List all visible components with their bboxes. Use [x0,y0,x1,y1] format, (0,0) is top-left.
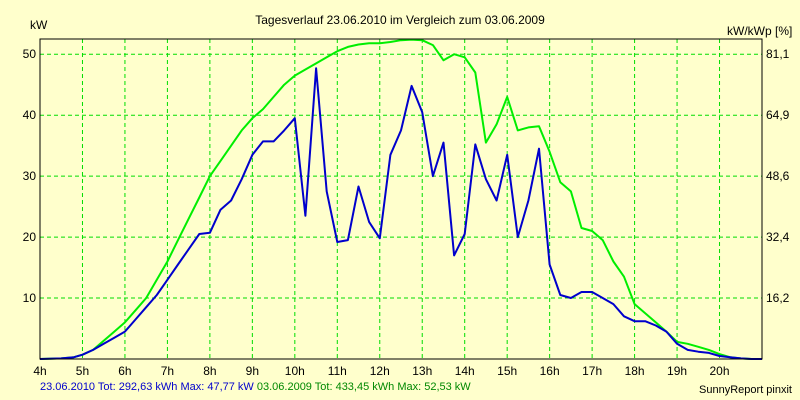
x-tick-label: 5h [76,364,89,378]
x-tick-label: 14h [455,364,475,378]
x-tick-label: 13h [412,364,432,378]
y-left-tick-label: 20 [23,230,37,244]
series-lines [39,38,762,360]
y-right-tick-label: 81,1 [766,47,790,61]
y-left-tick-label: 40 [23,108,37,122]
x-tick-label: 18h [625,364,645,378]
footer-source: SunnyReport pinxit [699,384,792,396]
y-right-tick-label: 48,6 [766,169,790,183]
y-left-tick-label: 10 [23,291,37,305]
plot-background [40,39,762,359]
x-tick-label: 6h [118,364,131,378]
y-left-label: kW [30,18,48,32]
x-tick-label: 7h [161,364,174,378]
y-right-label: kW/kWp [%] [727,24,792,38]
x-tick-label: 17h [582,364,602,378]
x-tick-label: 4h [33,364,46,378]
x-tick-label: 16h [540,364,560,378]
grid-lines [40,39,762,359]
tick-labels: 4h 5h 6h 7h 8h 9h 10h 11h 12h 13h 14h 15h 16h 17h 18h 1… [23,47,790,378]
x-tick-label: 10h [285,364,305,378]
x-tick-label: 8h [203,364,216,378]
x-tick-label: 15h [497,364,517,378]
x-tick-label: 11h [328,364,347,378]
y-left-tick-label: 50 [23,47,37,61]
y-right-tick-label: 64,9 [766,108,790,122]
series-line-23.06.2010 [39,67,762,360]
y-left-tick-label: 30 [23,169,37,183]
footer-series1-text: 23.06.2010 Tot: 292,63 kWh Max: 47,77 kW [40,381,254,393]
footer-series2-text: 03.06.2009 Tot: 433,45 kWh Max: 52,53 kW [256,381,471,393]
y-right-tick-label: 16,2 [766,291,790,305]
x-tick-label: 12h [370,364,390,378]
x-tick-label: 19h [667,364,687,378]
footer-series1-label: 23.06.2010 Tot: 292,63 kWh Max: 47,77 kW… [40,381,471,393]
y-right-tick-label: 32,4 [766,230,790,244]
x-tick-label: 9h [246,364,259,378]
x-tick-label: 20h [710,364,730,378]
plot-frame [39,38,763,360]
series-line-03.06.2009 [39,38,762,360]
chart-title: Tagesverlauf 23.06.2010 im Vergleich zum… [255,13,545,27]
